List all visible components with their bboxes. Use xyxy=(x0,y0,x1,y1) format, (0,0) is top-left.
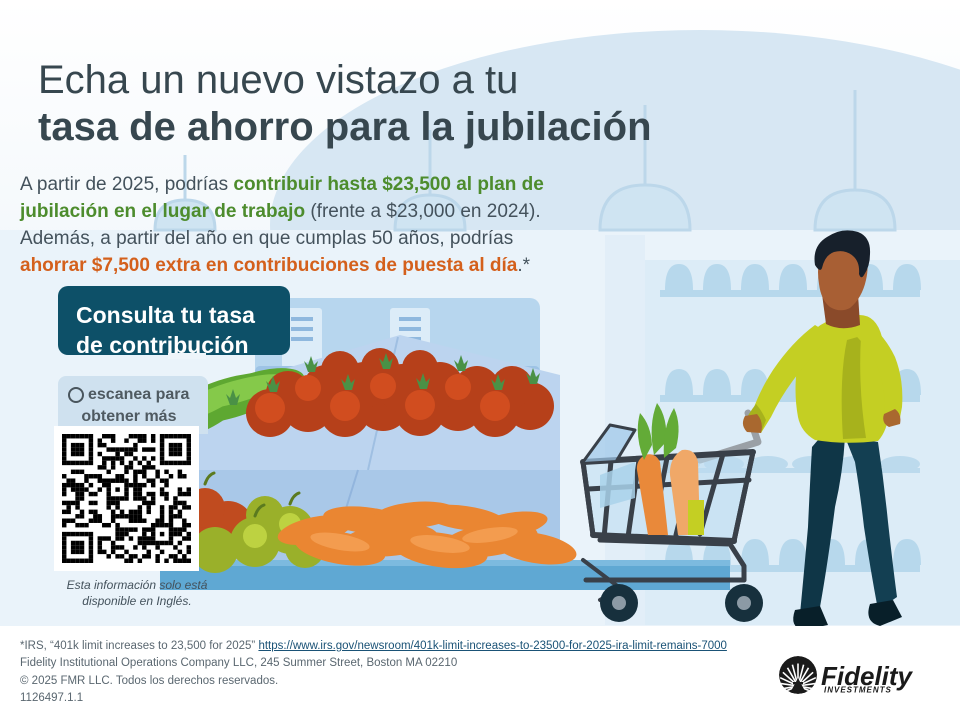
svg-text:INVESTMENTS: INVESTMENTS xyxy=(824,686,892,695)
